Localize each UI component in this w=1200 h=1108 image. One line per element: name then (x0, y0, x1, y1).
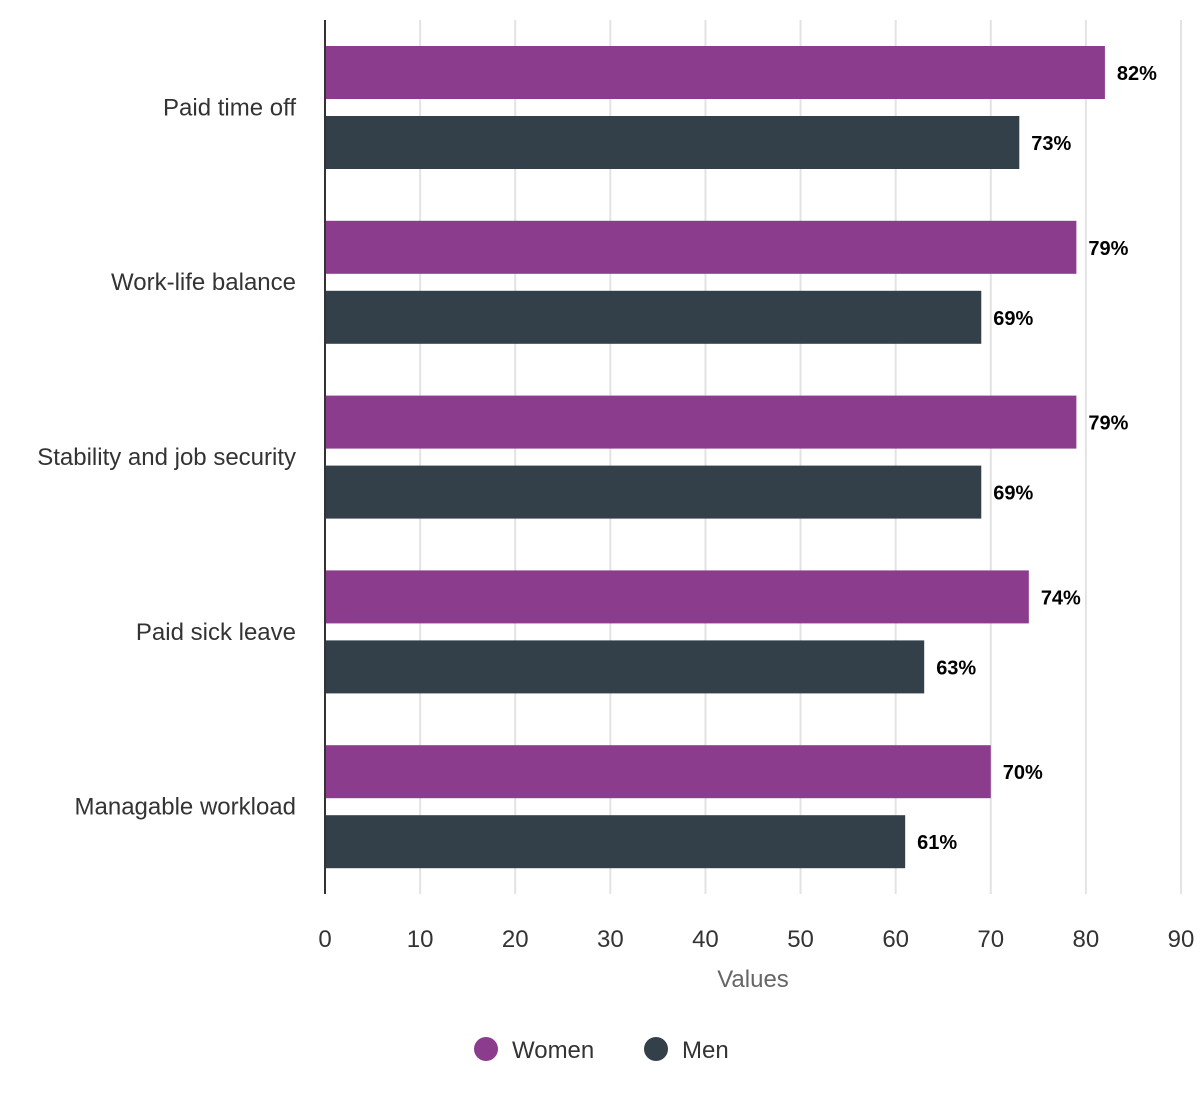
category-label: Work-life balance (111, 269, 296, 296)
data-label: 70% (1003, 762, 1043, 784)
x-tick-label: 80 (1073, 926, 1100, 953)
bar-women (325, 745, 991, 799)
data-label: 61% (917, 832, 957, 854)
x-tick-label: 90 (1168, 926, 1195, 953)
x-tick-label: 60 (882, 926, 909, 953)
bar-women (325, 395, 1077, 449)
bar-women (325, 220, 1077, 274)
bar-men (325, 815, 906, 869)
data-label: 82% (1117, 63, 1157, 85)
category-labels: Paid time off Work-life balance Stability … (37, 94, 296, 820)
x-tick-labels: 0 10 20 30 40 50 60 70 80 90 (318, 926, 1194, 953)
x-tick-label: 0 (318, 926, 331, 953)
data-label: 79% (1088, 413, 1128, 435)
data-label: 69% (993, 483, 1033, 505)
bar-men (325, 116, 1020, 169)
x-tick-label: 30 (597, 926, 624, 953)
data-label: 79% (1088, 238, 1128, 260)
data-label: 63% (936, 657, 976, 679)
data-label: 74% (1041, 587, 1081, 609)
x-tick-label: 10 (407, 926, 434, 953)
bars: 82% 73% 79% 69% 79% 69% 74% 63% 70% 61% (325, 46, 1157, 869)
x-tick-label: 50 (787, 926, 814, 953)
legend-label: Women (512, 1037, 594, 1064)
data-label: 73% (1031, 133, 1071, 155)
bar-men (325, 465, 982, 519)
bar-men (325, 640, 925, 694)
category-label: Stability and job security (37, 444, 296, 471)
x-tick-label: 70 (977, 926, 1004, 953)
bar-men (325, 290, 982, 344)
data-label: 69% (993, 308, 1033, 330)
legend: Women Men (474, 1037, 729, 1064)
category-label: Managable workload (75, 794, 296, 821)
x-tick-label: 40 (692, 926, 719, 953)
x-axis-title: Values (717, 966, 789, 993)
legend-marker-men (644, 1037, 668, 1061)
legend-label: Men (682, 1037, 729, 1064)
bar-women (325, 570, 1029, 624)
category-label: Paid sick leave (136, 619, 296, 646)
legend-marker-women (474, 1037, 498, 1061)
x-tick-label: 20 (502, 926, 529, 953)
category-label: Paid time off (163, 94, 296, 121)
bar-women (325, 46, 1105, 99)
